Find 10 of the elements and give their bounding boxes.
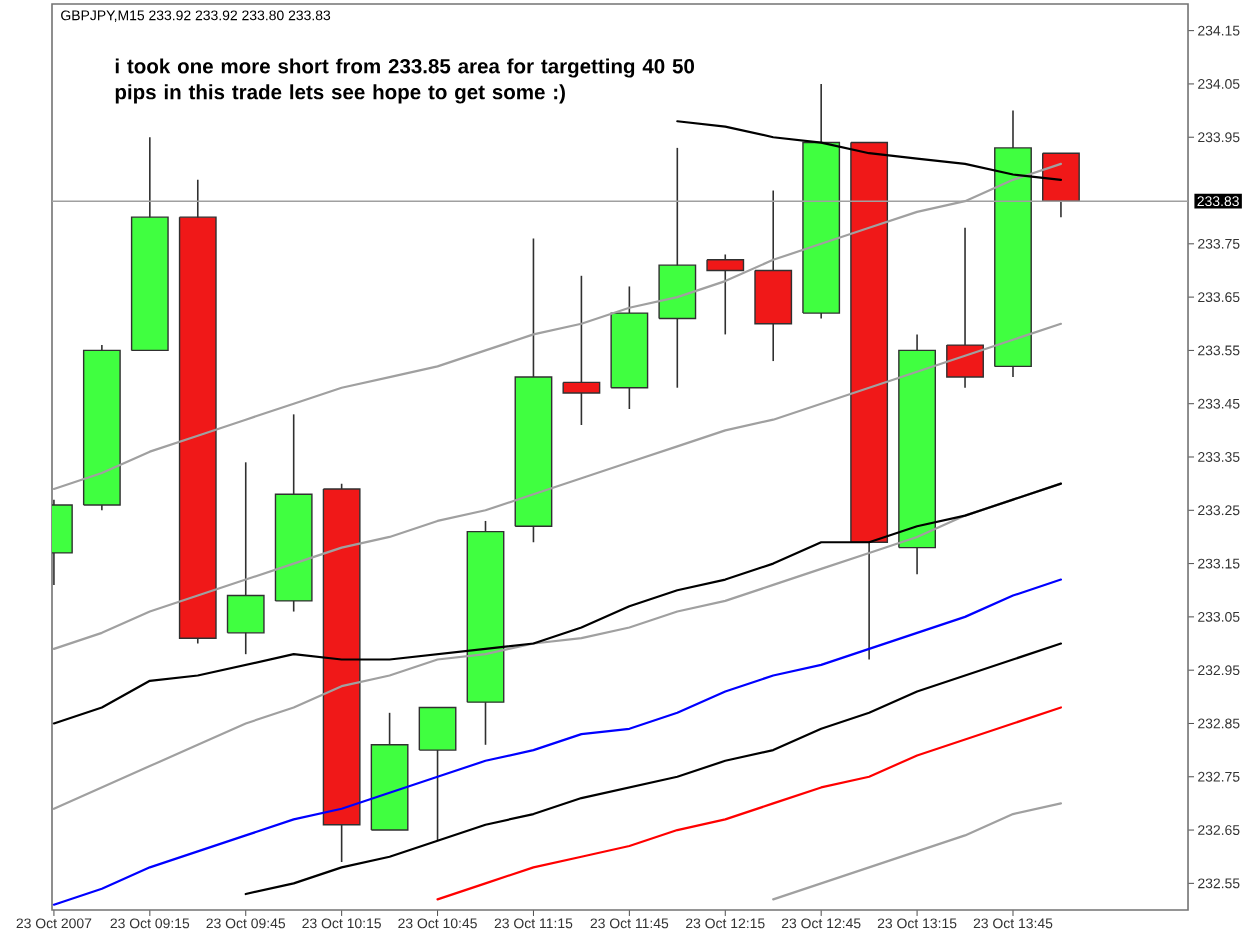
candlestick	[562, 274, 601, 426]
line-series	[436, 706, 1063, 901]
candlestick	[946, 227, 984, 389]
line-series	[772, 802, 1063, 901]
candlestick	[226, 461, 265, 655]
candlestick	[706, 253, 745, 336]
line-series	[52, 578, 1063, 906]
annotation: i took one more short from 233.85 area for targetting 40 50 pips in this trade lets see hope to get some :)	[115, 58, 695, 104]
candlestick	[1042, 152, 1080, 218]
candlestick	[418, 706, 457, 842]
